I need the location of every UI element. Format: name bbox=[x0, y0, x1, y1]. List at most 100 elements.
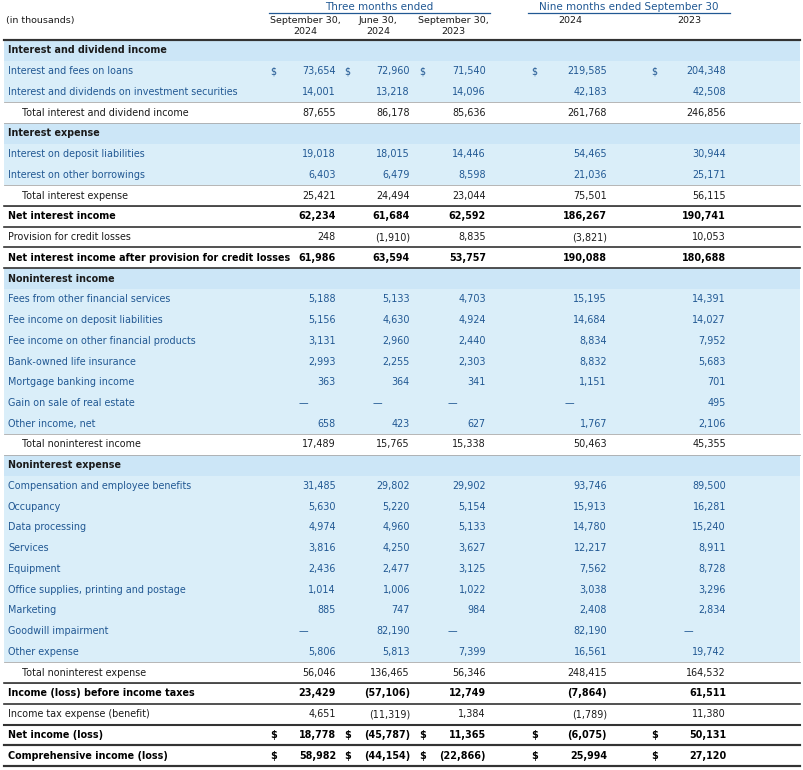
Text: 2,106: 2,106 bbox=[698, 419, 725, 429]
Text: 3,131: 3,131 bbox=[308, 336, 336, 346]
Text: $: $ bbox=[650, 66, 656, 76]
Text: 701: 701 bbox=[707, 377, 725, 387]
Text: Data processing: Data processing bbox=[8, 523, 86, 533]
Text: Equipment: Equipment bbox=[8, 564, 60, 574]
Text: 6,479: 6,479 bbox=[382, 170, 410, 180]
Text: 363: 363 bbox=[317, 377, 336, 387]
Text: 14,780: 14,780 bbox=[573, 523, 606, 533]
Text: 14,446: 14,446 bbox=[452, 149, 485, 159]
Text: 86,178: 86,178 bbox=[376, 108, 410, 118]
Text: 87,655: 87,655 bbox=[302, 108, 336, 118]
Text: 15,240: 15,240 bbox=[691, 523, 725, 533]
Bar bbox=[4, 186, 799, 206]
Text: 82,190: 82,190 bbox=[573, 626, 606, 636]
Bar bbox=[4, 82, 799, 102]
Text: 8,598: 8,598 bbox=[458, 170, 485, 180]
Text: $: $ bbox=[418, 751, 426, 761]
Text: 45,355: 45,355 bbox=[691, 440, 725, 450]
Text: 5,154: 5,154 bbox=[458, 502, 485, 512]
Text: 85,636: 85,636 bbox=[452, 108, 485, 118]
Text: Comprehensive income (loss): Comprehensive income (loss) bbox=[8, 751, 168, 761]
Text: Occupancy: Occupancy bbox=[8, 502, 61, 512]
Text: —: — bbox=[564, 398, 573, 408]
Text: 2,960: 2,960 bbox=[382, 336, 410, 346]
Text: 15,913: 15,913 bbox=[573, 502, 606, 512]
Text: $: $ bbox=[344, 66, 349, 76]
Text: (1,789): (1,789) bbox=[571, 709, 606, 719]
Text: (11,319): (11,319) bbox=[369, 709, 410, 719]
Text: 4,630: 4,630 bbox=[382, 315, 410, 325]
Bar bbox=[4, 704, 799, 725]
Text: (in thousands): (in thousands) bbox=[6, 16, 75, 25]
Text: 62,592: 62,592 bbox=[448, 211, 485, 221]
Bar bbox=[4, 61, 799, 82]
Bar bbox=[4, 206, 799, 226]
Text: 19,742: 19,742 bbox=[691, 647, 725, 657]
Text: (44,154): (44,154) bbox=[363, 751, 410, 761]
Text: 89,500: 89,500 bbox=[691, 481, 725, 491]
Bar bbox=[4, 310, 799, 330]
Text: 7,399: 7,399 bbox=[458, 647, 485, 657]
Bar bbox=[4, 745, 799, 766]
Text: 2023: 2023 bbox=[677, 16, 701, 25]
Bar bbox=[4, 393, 799, 413]
Text: Other income, net: Other income, net bbox=[8, 419, 96, 429]
Text: Income (loss) before income taxes: Income (loss) before income taxes bbox=[8, 688, 194, 698]
Bar bbox=[4, 40, 799, 61]
Text: Services: Services bbox=[8, 543, 48, 553]
Text: 5,133: 5,133 bbox=[458, 523, 485, 533]
Text: 11,380: 11,380 bbox=[691, 709, 725, 719]
Bar bbox=[4, 247, 799, 268]
Text: 2,993: 2,993 bbox=[308, 357, 336, 367]
Bar bbox=[4, 226, 799, 247]
Text: Nine months ended September 30: Nine months ended September 30 bbox=[539, 2, 718, 12]
Text: 50,131: 50,131 bbox=[688, 730, 725, 740]
Text: Interest on deposit liabilities: Interest on deposit liabilities bbox=[8, 149, 145, 159]
Bar bbox=[4, 621, 799, 641]
Text: 15,765: 15,765 bbox=[376, 440, 410, 450]
Text: 11,365: 11,365 bbox=[448, 730, 485, 740]
Bar bbox=[4, 434, 799, 455]
Text: —: — bbox=[683, 626, 692, 636]
Bar bbox=[4, 144, 799, 165]
Text: (45,787): (45,787) bbox=[364, 730, 410, 740]
Text: 8,728: 8,728 bbox=[698, 564, 725, 574]
Bar bbox=[4, 476, 799, 497]
Text: 12,217: 12,217 bbox=[573, 543, 606, 553]
Bar bbox=[4, 579, 799, 600]
Text: 61,511: 61,511 bbox=[688, 688, 725, 698]
Text: Total noninterest expense: Total noninterest expense bbox=[22, 668, 146, 678]
Text: 423: 423 bbox=[391, 419, 410, 429]
Text: 29,802: 29,802 bbox=[376, 481, 410, 491]
Text: Total noninterest income: Total noninterest income bbox=[22, 440, 141, 450]
Text: 63,594: 63,594 bbox=[373, 253, 410, 263]
Text: Fee income on other financial products: Fee income on other financial products bbox=[8, 336, 195, 346]
Text: —: — bbox=[447, 626, 457, 636]
Text: 29,902: 29,902 bbox=[452, 481, 485, 491]
Text: 18,015: 18,015 bbox=[376, 149, 410, 159]
Text: 164,532: 164,532 bbox=[686, 668, 725, 678]
Text: 75,501: 75,501 bbox=[573, 190, 606, 200]
Text: 54,465: 54,465 bbox=[573, 149, 606, 159]
Text: 4,960: 4,960 bbox=[382, 523, 410, 533]
Text: (3,821): (3,821) bbox=[571, 232, 606, 242]
Text: 61,986: 61,986 bbox=[299, 253, 336, 263]
Text: 93,746: 93,746 bbox=[573, 481, 606, 491]
Bar bbox=[4, 683, 799, 704]
Text: 73,654: 73,654 bbox=[302, 66, 336, 76]
Text: —: — bbox=[298, 398, 308, 408]
Text: 219,585: 219,585 bbox=[567, 66, 606, 76]
Text: $: $ bbox=[650, 730, 657, 740]
Text: 14,684: 14,684 bbox=[573, 315, 606, 325]
Text: $: $ bbox=[530, 730, 537, 740]
Text: 186,267: 186,267 bbox=[562, 211, 606, 221]
Text: Provision for credit losses: Provision for credit losses bbox=[8, 232, 131, 242]
Text: $: $ bbox=[530, 751, 537, 761]
Text: 2,255: 2,255 bbox=[382, 357, 410, 367]
Text: Net interest income: Net interest income bbox=[8, 211, 116, 221]
Text: Office supplies, printing and postage: Office supplies, printing and postage bbox=[8, 584, 185, 594]
Text: 16,561: 16,561 bbox=[573, 647, 606, 657]
Text: 5,156: 5,156 bbox=[308, 315, 336, 325]
Text: 16,281: 16,281 bbox=[691, 502, 725, 512]
Text: 53,757: 53,757 bbox=[448, 253, 485, 263]
